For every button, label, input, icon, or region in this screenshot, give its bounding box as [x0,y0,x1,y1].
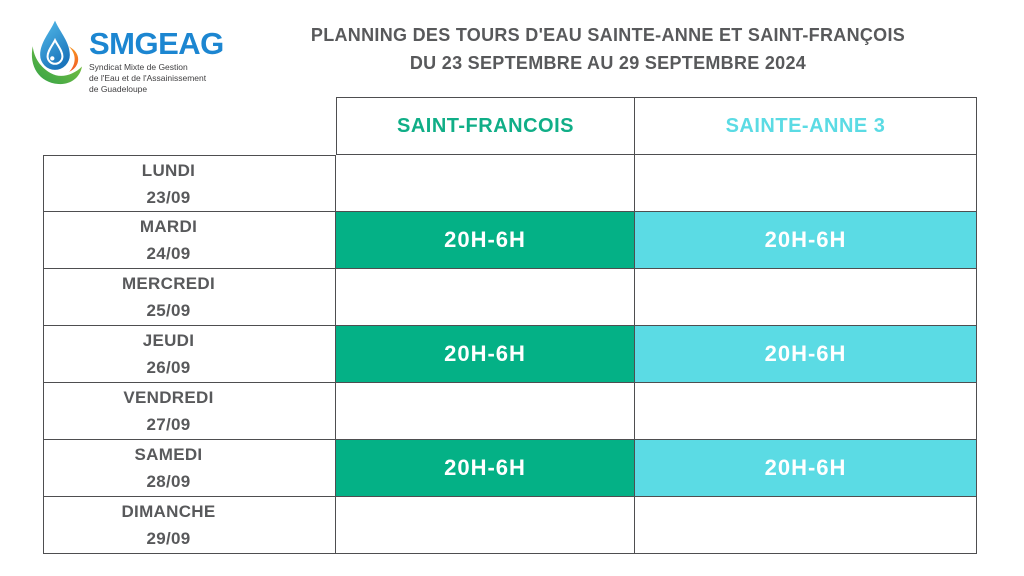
day-cell: JEUDI 26/09 [43,326,336,383]
logo-subtitle: Syndicat Mixte de Gestion de l'Eau et de… [89,62,224,95]
day-name: MARDI [139,217,198,236]
column-header-saint-francois: SAINT-FRANCOIS [336,97,635,155]
slot-cell-sainte-anne-3 [635,497,977,554]
slot-cell-sainte-anne-3 [635,155,977,212]
logo-name: SMGEAG [89,26,224,61]
slot-cell-sainte-anne-3: 20H-6H [635,326,977,383]
page-title-line2: DU 23 SEPTEMBRE AU 29 SEPTEMBRE 2024 [409,53,807,73]
slot-cell-sainte-anne-3: 20H-6H [635,212,977,269]
day-date: 29/09 [146,529,191,548]
table-row: MARDI 24/09 20H-6H 20H-6H [43,212,977,269]
table-row: DIMANCHE 29/09 [43,497,977,554]
slot-cell-sainte-anne-3: 20H-6H [635,440,977,497]
slot-cell-saint-francois: 20H-6H [336,212,635,269]
day-cell: LUNDI 23/09 [43,155,336,212]
table-row: LUNDI 23/09 [43,155,977,212]
column-header-sainte-anne-3: SAINTE-ANNE 3 [635,97,977,155]
day-name: DIMANCHE [121,502,216,521]
water-drop-leaf-logo-icon [31,20,82,85]
table-row: SAMEDI 28/09 20H-6H 20H-6H [43,440,977,497]
day-date: 25/09 [146,301,191,320]
slot-cell-saint-francois [336,497,635,554]
day-name: LUNDI [141,160,196,180]
table-row: VENDREDI 27/09 [43,383,977,440]
page-title-line1: PLANNING DES TOURS D'EAU SAINTE-ANNE ET … [310,25,906,45]
slot-cell-saint-francois [336,155,635,212]
logo-subtitle-line: Syndicat Mixte de Gestion [89,62,188,72]
slot-cell-saint-francois: 20H-6H [336,440,635,497]
day-cell: VENDREDI 27/09 [43,383,336,440]
slot-cell-saint-francois [336,269,635,326]
table-row: JEUDI 26/09 20H-6H 20H-6H [43,326,977,383]
day-cell: SAMEDI 28/09 [43,440,336,497]
day-cell: MERCREDI 25/09 [43,269,336,326]
day-date: 26/09 [146,358,191,377]
logo-subtitle-line: de Guadeloupe [89,84,148,94]
planning-table: SAINT-FRANCOIS SAINTE-ANNE 3 LUNDI 23/09 M… [43,97,977,554]
day-cell: MARDI 24/09 [43,212,336,269]
day-name: VENDREDI [123,388,214,407]
slot-cell-saint-francois [336,383,635,440]
table-body: LUNDI 23/09 MARDI 24/09 20H-6H 20H-6H MERCREDI… [43,155,977,554]
smgeag-logo: SMGEAG Syndicat Mixte de Gestion de l'Ea… [28,18,224,95]
day-date: 23/09 [146,187,191,207]
table-row: MERCREDI 25/09 [43,269,977,326]
table-header-row: SAINT-FRANCOIS SAINTE-ANNE 3 [43,97,977,155]
day-name: JEUDI [142,331,195,350]
slot-cell-sainte-anne-3 [635,383,977,440]
day-date: 27/09 [146,415,191,434]
slot-cell-saint-francois: 20H-6H [336,326,635,383]
day-date: 28/09 [146,472,191,491]
slot-cell-sainte-anne-3 [635,269,977,326]
day-cell: DIMANCHE 29/09 [43,497,336,554]
table-corner-cell [43,97,336,155]
logo-text: SMGEAG Syndicat Mixte de Gestion de l'Ea… [89,18,224,95]
page-title: PLANNING DES TOURS D'EAU SAINTE-ANNE ET … [300,21,916,77]
logo-subtitle-line: de l'Eau et de l'Assainissement [89,73,207,83]
day-name: MERCREDI [121,274,216,293]
day-date: 24/09 [146,244,191,263]
day-name: SAMEDI [134,445,203,464]
